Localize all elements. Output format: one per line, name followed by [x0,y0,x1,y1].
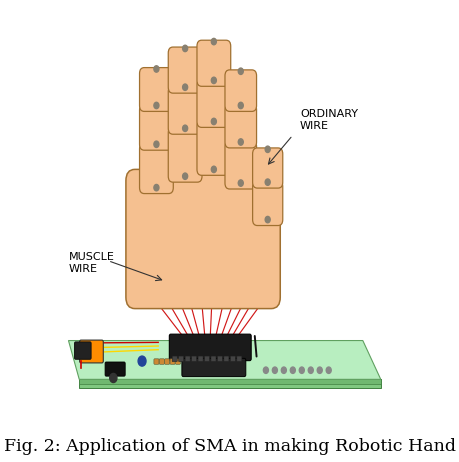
Circle shape [264,146,269,152]
Text: Fig. 2: Application of SMA in making Robotic Hand: Fig. 2: Application of SMA in making Rob… [4,438,455,455]
FancyBboxPatch shape [139,104,173,150]
FancyBboxPatch shape [236,356,241,362]
FancyBboxPatch shape [74,342,91,359]
FancyBboxPatch shape [252,148,282,188]
FancyBboxPatch shape [217,356,222,362]
Text: ORDINARY
WIRE: ORDINARY WIRE [299,109,357,131]
FancyBboxPatch shape [169,334,251,361]
FancyBboxPatch shape [105,362,125,376]
FancyBboxPatch shape [230,356,235,362]
FancyBboxPatch shape [191,356,196,362]
FancyBboxPatch shape [168,86,202,134]
Circle shape [182,84,187,91]
Circle shape [154,184,158,191]
Circle shape [211,166,216,173]
Circle shape [238,68,243,74]
Circle shape [182,125,187,132]
FancyBboxPatch shape [224,140,256,189]
Circle shape [211,118,216,125]
FancyBboxPatch shape [79,340,103,363]
Circle shape [308,367,313,373]
FancyBboxPatch shape [204,356,209,362]
FancyBboxPatch shape [175,359,180,364]
Circle shape [182,173,187,179]
Circle shape [154,66,158,72]
FancyBboxPatch shape [126,170,280,309]
Circle shape [272,367,277,373]
Circle shape [154,141,158,147]
Circle shape [238,102,243,109]
FancyBboxPatch shape [185,356,190,362]
FancyBboxPatch shape [224,356,229,362]
FancyBboxPatch shape [224,70,256,111]
Polygon shape [79,379,380,389]
Circle shape [154,102,158,109]
FancyBboxPatch shape [181,359,245,377]
Circle shape [238,180,243,186]
FancyBboxPatch shape [154,359,158,364]
FancyBboxPatch shape [164,359,169,364]
FancyBboxPatch shape [196,79,230,128]
FancyBboxPatch shape [196,40,230,86]
FancyBboxPatch shape [252,181,282,225]
FancyBboxPatch shape [224,104,256,148]
Circle shape [264,179,269,185]
Circle shape [263,367,268,373]
FancyBboxPatch shape [178,356,183,362]
Circle shape [281,367,286,373]
Circle shape [264,216,269,223]
Circle shape [211,38,216,45]
Circle shape [317,367,322,373]
FancyBboxPatch shape [168,127,202,182]
Circle shape [325,367,330,373]
Circle shape [238,139,243,145]
Circle shape [182,45,187,52]
Polygon shape [68,340,380,379]
FancyBboxPatch shape [139,67,173,111]
FancyBboxPatch shape [159,359,164,364]
FancyBboxPatch shape [172,356,177,362]
Circle shape [138,356,146,366]
FancyBboxPatch shape [211,356,216,362]
FancyBboxPatch shape [198,356,202,362]
Polygon shape [79,379,380,384]
FancyBboxPatch shape [168,47,202,93]
Text: MUSCLE
WIRE: MUSCLE WIRE [68,252,114,274]
Circle shape [110,373,117,383]
Circle shape [211,77,216,84]
FancyBboxPatch shape [196,120,230,175]
Circle shape [290,367,295,373]
FancyBboxPatch shape [170,359,175,364]
Circle shape [299,367,304,373]
FancyBboxPatch shape [139,143,173,194]
